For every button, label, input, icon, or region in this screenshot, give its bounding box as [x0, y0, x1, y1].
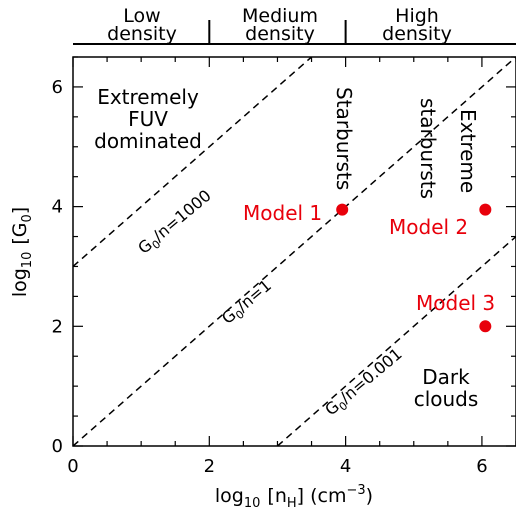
ratio-label-1: G0/n=1: [218, 276, 277, 330]
axis-tick-labels: 0 2 4 6 0 2 4 6: [52, 77, 488, 477]
y-tick-label: 2: [52, 316, 63, 337]
x-tick-label: 0: [67, 456, 78, 477]
region-dark-clouds-line1: Dark: [422, 365, 470, 389]
density-medium-line2: density: [245, 23, 315, 45]
model-points: [336, 203, 492, 333]
density-high-line2: density: [382, 23, 452, 45]
region-extreme-starbursts-line2: starbursts: [416, 98, 440, 199]
region-starbursts: Starbursts: [332, 87, 356, 190]
density-band: Low density Medium density High density: [73, 5, 516, 45]
y-tick-label: 0: [52, 436, 63, 457]
y-tick-label: 4: [52, 197, 63, 218]
axis-ticks: [72, 56, 516, 447]
density-low-line2: density: [107, 23, 177, 45]
x-tick-label: 2: [204, 456, 215, 477]
ratio-label-0.001: G0/n=0.001: [321, 344, 407, 421]
y-axis-title: log10[G0]: [9, 207, 35, 297]
region-extreme-starbursts-line1: Extreme: [456, 109, 480, 193]
ratio-line: [276, 235, 516, 447]
plot-frame: [72, 56, 516, 447]
y-tick-label: 6: [52, 77, 63, 98]
density-low-line1: Low: [123, 5, 160, 27]
ratio-label-1000: G0/n=1000: [134, 186, 216, 260]
region-dark-clouds-line2: clouds: [414, 387, 479, 411]
model-point: [479, 320, 492, 333]
density-high-line1: High: [395, 5, 439, 27]
x-tick-label: 6: [476, 456, 487, 477]
ratio-line: [72, 56, 516, 447]
x-axis-title: log10 [nH] (cm−3): [215, 483, 373, 511]
region-fuv-line1: Extremely: [97, 85, 199, 109]
ratio-line: [72, 56, 313, 268]
region-fuv-line2: FUV: [128, 107, 168, 131]
density-medium-line1: Medium: [242, 5, 318, 27]
model-1-label: Model 1: [243, 201, 322, 225]
x-tick-label: 4: [340, 456, 351, 477]
ratio-lines: [72, 56, 516, 447]
model-point: [479, 203, 492, 216]
model-2-label: Model 2: [389, 215, 468, 239]
model-3-label: Model 3: [416, 291, 495, 315]
model-point: [336, 203, 349, 216]
region-fuv-line3: dominated: [94, 129, 202, 153]
